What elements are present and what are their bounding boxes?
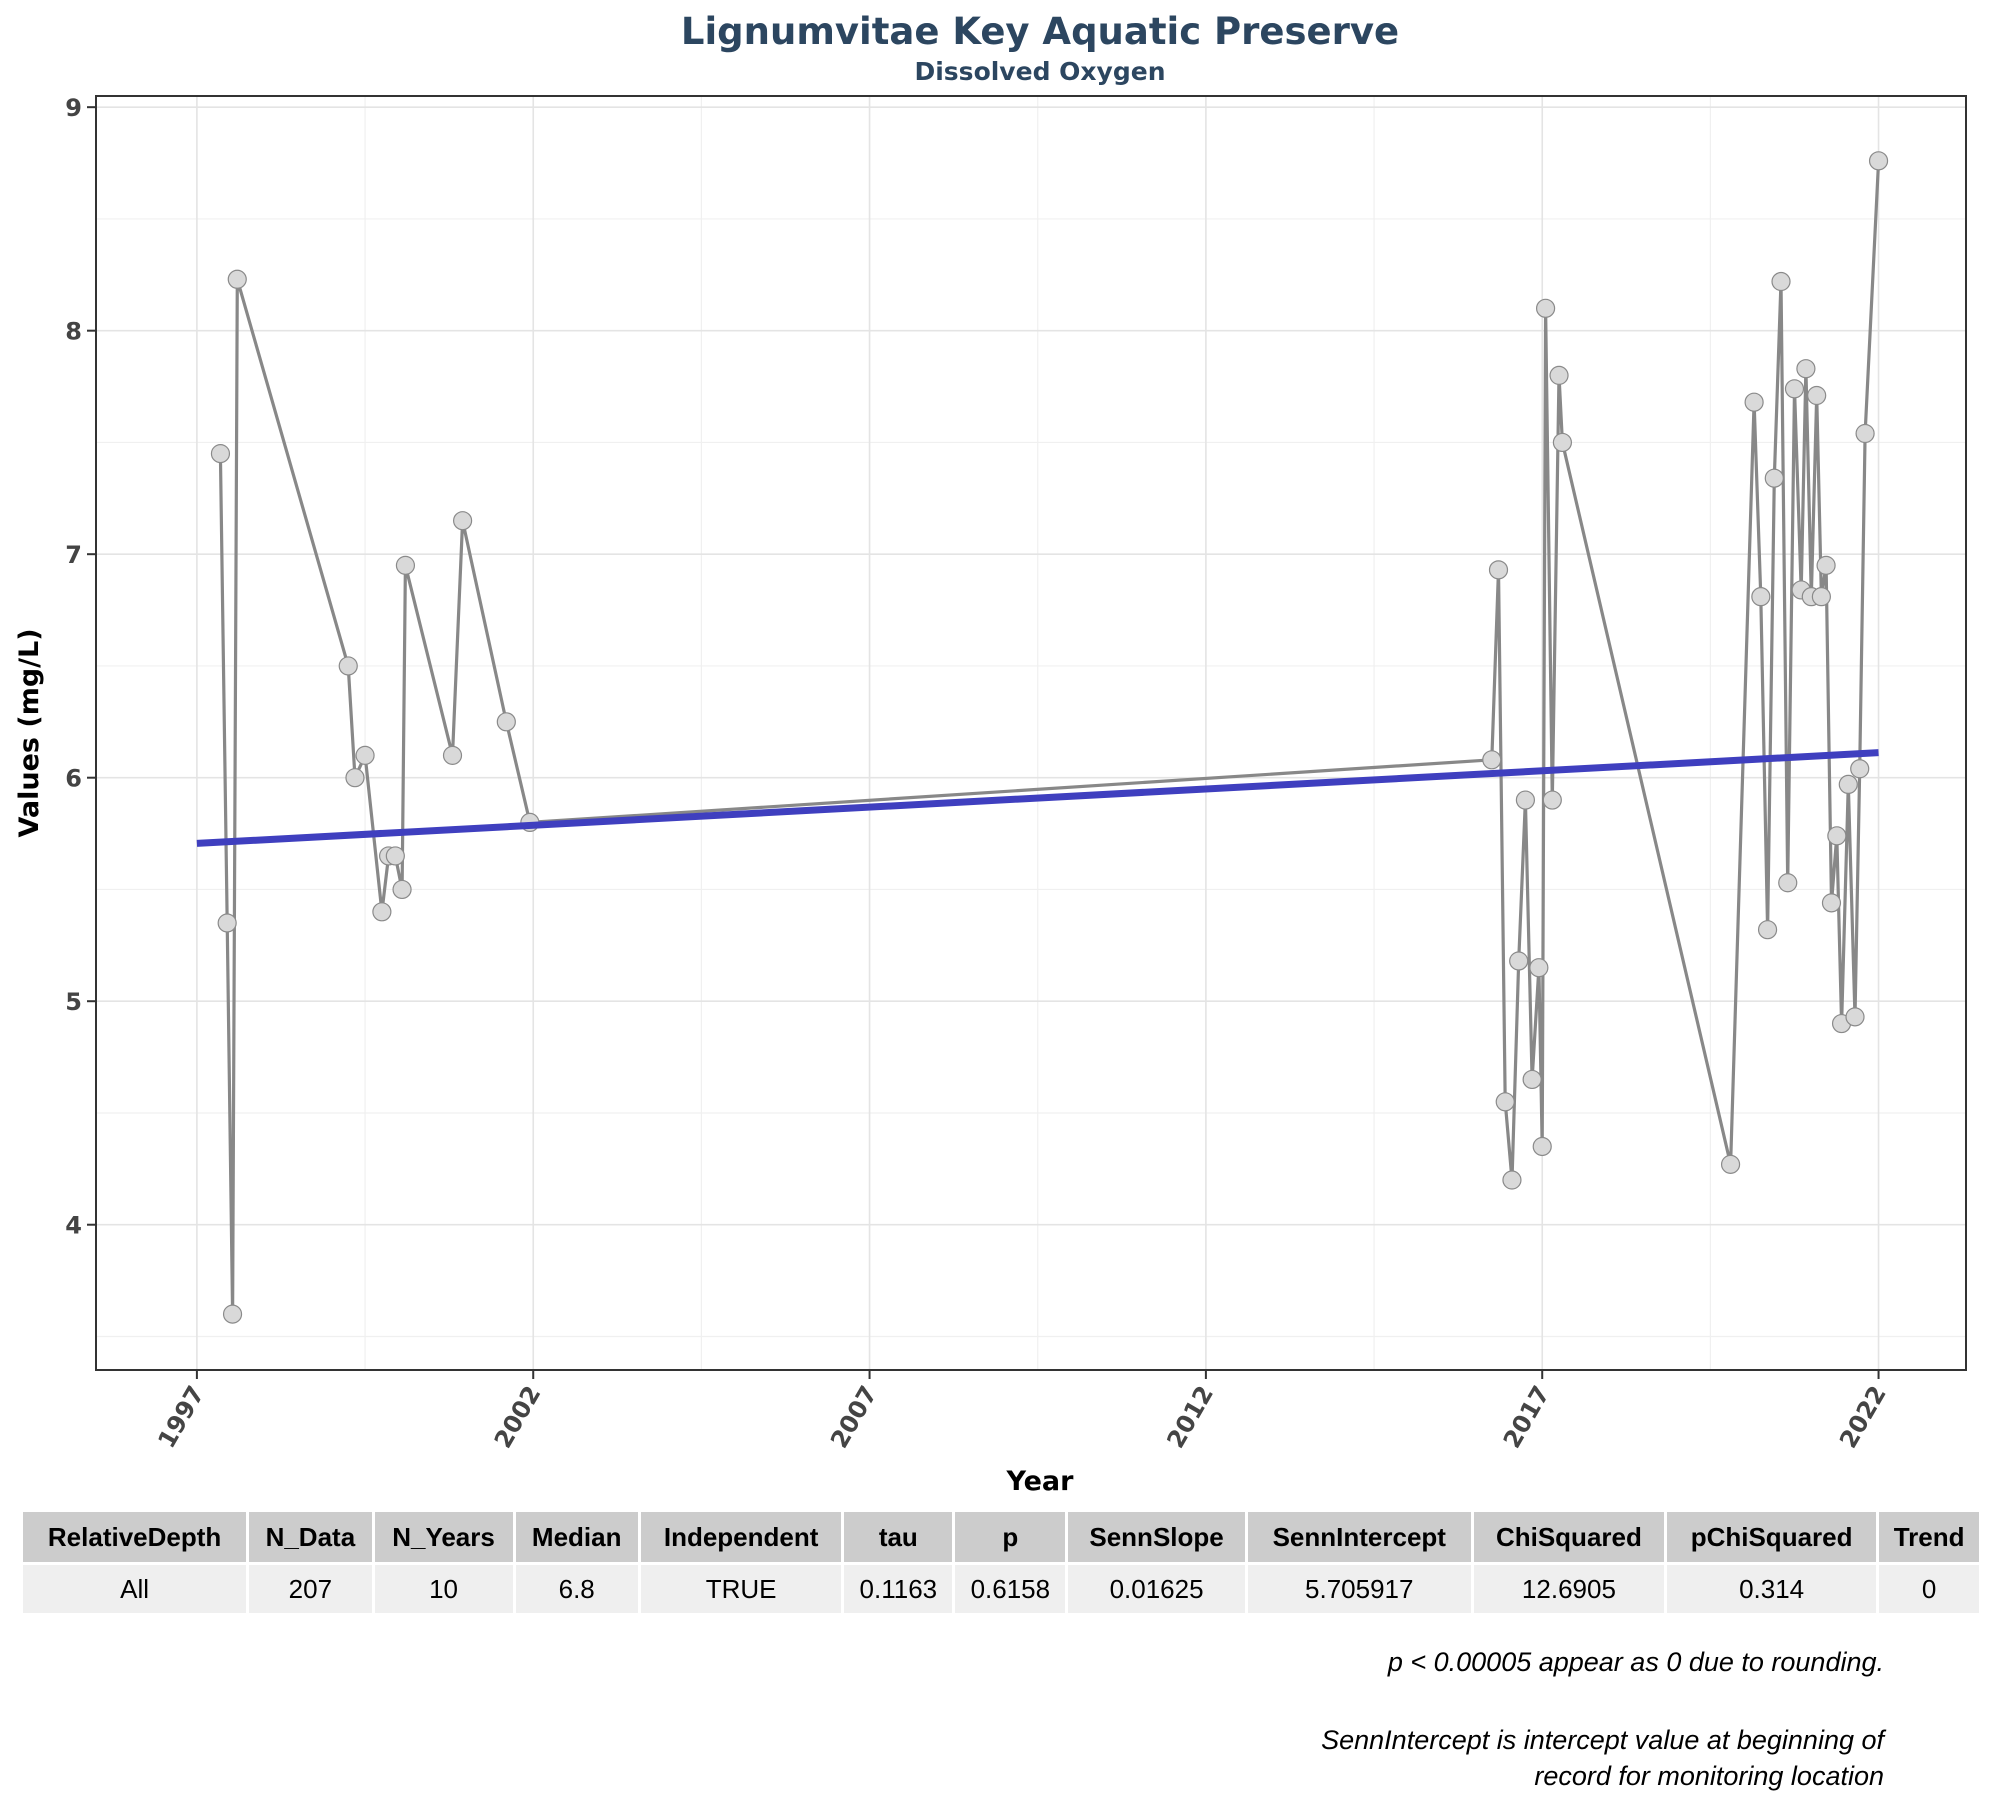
data-point (442, 745, 463, 765)
table-cell: 0.6158 (955, 1565, 1066, 1613)
data-point (395, 555, 416, 575)
data-point (1522, 1069, 1542, 1090)
table-cell: 207 (249, 1565, 372, 1613)
data-point (1495, 1092, 1515, 1112)
table-cell: 0.01625 (1068, 1565, 1245, 1613)
chart: Lignumvitae Key Aquatic Preserve Dissolv… (14, 10, 1967, 1497)
x-tick-label: 2002 (489, 1381, 547, 1453)
x-tick-label: 2007 (825, 1381, 883, 1453)
table-cell: 12.6905 (1473, 1565, 1664, 1613)
data-point (1838, 774, 1858, 795)
col-header: ChiSquared (1473, 1512, 1664, 1565)
data-point (1771, 271, 1791, 292)
data-point (1502, 1170, 1522, 1190)
x-tick-label: 2022 (1834, 1381, 1892, 1453)
table-cell: 0.1163 (844, 1565, 953, 1613)
plot-panel (95, 95, 1967, 1371)
data-point (1784, 379, 1805, 399)
data-point (1535, 298, 1556, 318)
data-point (1827, 826, 1847, 846)
data-point (1764, 468, 1784, 488)
data-point (496, 712, 516, 732)
data-point (1509, 951, 1529, 971)
data-point (1482, 750, 1502, 770)
x-tick-label: 2012 (1161, 1381, 1219, 1453)
table-cell: 5.705917 (1247, 1565, 1471, 1613)
series-layer (210, 151, 1889, 1324)
data-point (1515, 790, 1536, 810)
data-point (372, 902, 392, 922)
data-point (1778, 873, 1798, 893)
table-header-row: RelativeDepth N_Data N_Years Median Inde… (23, 1512, 1979, 1565)
y-tick-label: 8 (65, 318, 82, 346)
col-header: RelativeDepth (23, 1512, 247, 1565)
stats-table: RelativeDepth N_Data N_Years Median Inde… (20, 1512, 1982, 1613)
y-axis-title: Values (mg/L) (14, 628, 45, 837)
data-point (1868, 151, 1889, 171)
chart-title: Lignumvitae Key Aquatic Preserve (681, 10, 1399, 53)
data-point (1845, 1007, 1865, 1027)
data-point (217, 913, 237, 933)
y-tick-label: 4 (65, 1212, 82, 1240)
table-cell: TRUE (640, 1565, 842, 1613)
data-point (1720, 1154, 1741, 1174)
col-header: p (955, 1512, 1066, 1565)
data-point (1744, 392, 1764, 412)
data-point (1811, 587, 1831, 607)
footnote-intercept: SennIntercept is intercept value at begi… (1321, 1725, 1884, 1791)
table-cell: 10 (374, 1565, 513, 1613)
col-header: Trend (1879, 1512, 1979, 1565)
col-header: N_Years (374, 1512, 513, 1565)
data-point (227, 269, 247, 289)
chart-subtitle: Dissolved Oxygen (914, 57, 1165, 86)
data-point (1549, 365, 1569, 385)
col-header: Median (515, 1512, 638, 1565)
data-point (222, 1304, 243, 1324)
data-point (1855, 423, 1875, 444)
footnote-rounding: p < 0.00005 appear as 0 due to rounding. (1387, 1647, 1884, 1677)
series-line (218, 160, 1881, 1316)
data-point (392, 879, 412, 900)
trend-line (196, 749, 1879, 847)
col-header: Independent (640, 1512, 842, 1565)
table-cell: 0 (1879, 1565, 1979, 1613)
data-point (1816, 555, 1836, 575)
trend-layer (196, 749, 1879, 847)
data-point (1529, 958, 1549, 978)
x-axis-title: Year (1006, 1466, 1075, 1497)
y-tick-label: 9 (65, 94, 82, 122)
data-point (1757, 920, 1778, 940)
table-cell: 6.8 (515, 1565, 638, 1613)
data-point (1850, 759, 1870, 779)
data-point (1552, 432, 1573, 453)
data-point (338, 656, 358, 676)
col-header: pChiSquared (1666, 1512, 1877, 1565)
data-point (453, 511, 473, 531)
data-point (1542, 790, 1562, 810)
grid (96, 96, 1966, 1370)
data-point (1821, 893, 1842, 913)
col-header: SennSlope (1068, 1512, 1245, 1565)
y-tick-label: 6 (65, 765, 82, 793)
col-header: N_Data (249, 1512, 372, 1565)
x-tick-label: 1997 (152, 1381, 210, 1453)
table-row: All 207 10 6.8 TRUE 0.1163 0.6158 0.0162… (23, 1565, 1979, 1613)
data-point (355, 745, 375, 765)
x-tick-label: 2017 (1498, 1381, 1556, 1453)
axis-layer: 1997 2002 2007 2012 2017 2022 4 5 6 7 8 9 (65, 94, 1891, 1453)
col-header: tau (844, 1512, 953, 1565)
data-point (1532, 1136, 1552, 1157)
table-cell: All (23, 1565, 247, 1613)
data-point (345, 768, 365, 788)
data-point (1796, 359, 1816, 379)
table-cell: 0.314 (1666, 1565, 1877, 1613)
data-point (1751, 587, 1771, 607)
col-header: SennIntercept (1247, 1512, 1471, 1565)
data-point (1488, 560, 1509, 580)
y-tick-label: 5 (65, 988, 82, 1016)
data-point (385, 846, 405, 866)
data-point (210, 444, 231, 464)
data-point (1807, 385, 1827, 406)
y-tick-label: 7 (65, 541, 82, 569)
